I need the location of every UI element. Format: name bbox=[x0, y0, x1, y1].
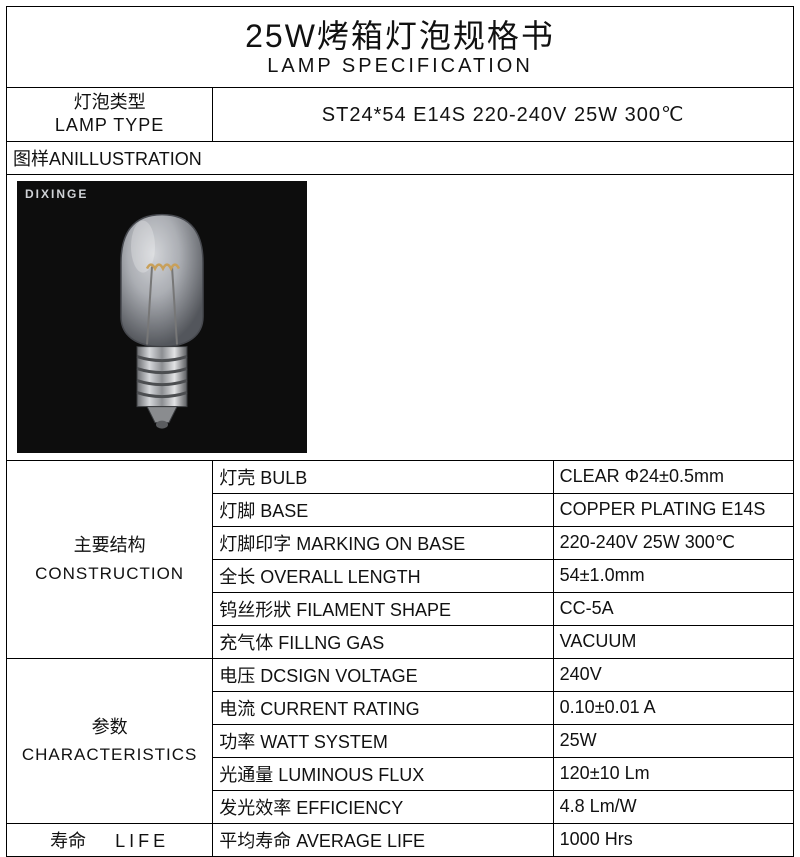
spec-val-base: COPPER PLATING E14S bbox=[553, 493, 793, 526]
spec-val-watt: 25W bbox=[553, 724, 793, 757]
spec-val-length: 54±1.0mm bbox=[553, 559, 793, 592]
spec-val-bulb: CLEAR Φ24±0.5mm bbox=[553, 460, 793, 493]
spec-sheet: 25W烤箱灯泡规格书 LAMP SPECIFICATION 灯泡类型 LAMP … bbox=[6, 6, 794, 857]
spec-key-efficiency: 发光效率 EFFICIENCY bbox=[213, 790, 553, 823]
spec-val-gas: VACUUM bbox=[553, 625, 793, 658]
product-photo: DIXINGE bbox=[17, 181, 307, 453]
characteristics-label-cn: 参数 bbox=[13, 713, 206, 742]
construction-label-en: CONSTRUCTION bbox=[13, 560, 206, 587]
lamp-type-label-en: LAMP TYPE bbox=[13, 114, 206, 137]
spec-key-flux: 光通量 LUMINOUS FLUX bbox=[213, 757, 553, 790]
spec-key-voltage: 电压 DCSIGN VOLTAGE bbox=[213, 658, 553, 691]
lamp-type-label-cn: 灯泡类型 bbox=[13, 91, 206, 114]
spec-val-life: 1000 Hrs bbox=[553, 823, 793, 856]
characteristics-label-en: CHARACTERISTICS bbox=[13, 741, 206, 768]
spec-val-marking: 220-240V 25W 300℃ bbox=[553, 526, 793, 559]
title-cell: 25W烤箱灯泡规格书 LAMP SPECIFICATION bbox=[7, 7, 794, 88]
spec-key-base: 灯脚 BASE bbox=[213, 493, 553, 526]
illustration-label: 图样ANILLUSTRATION bbox=[7, 141, 794, 174]
brand-label: DIXINGE bbox=[25, 187, 88, 201]
life-label-en: LIFE bbox=[115, 831, 169, 852]
spec-val-filament: CC-5A bbox=[553, 592, 793, 625]
lamp-type-label: 灯泡类型 LAMP TYPE bbox=[7, 87, 213, 141]
title-cn: 25W烤箱灯泡规格书 bbox=[13, 14, 787, 55]
spec-val-current: 0.10±0.01 A bbox=[553, 691, 793, 724]
illustration-cell: DIXINGE bbox=[7, 174, 794, 460]
spec-val-efficiency: 4.8 Lm/W bbox=[553, 790, 793, 823]
construction-label-cn: 主要结构 bbox=[13, 531, 206, 560]
spec-val-flux: 120±10 Lm bbox=[553, 757, 793, 790]
life-label-cn: 寿命 bbox=[50, 831, 86, 851]
spec-key-current: 电流 CURRENT RATING bbox=[213, 691, 553, 724]
spec-key-filament: 钨丝形狀 FILAMENT SHAPE bbox=[213, 592, 553, 625]
construction-label: 主要结构 CONSTRUCTION bbox=[7, 460, 213, 658]
spec-key-gas: 充气体 FILLNG GAS bbox=[213, 625, 553, 658]
lamp-type-value: ST24*54 E14S 220-240V 25W 300℃ bbox=[213, 87, 794, 141]
life-label: 寿命 LIFE bbox=[7, 823, 213, 856]
spec-val-voltage: 240V bbox=[553, 658, 793, 691]
title-en: LAMP SPECIFICATION bbox=[13, 55, 787, 82]
spec-key-watt: 功率 WATT SYSTEM bbox=[213, 724, 553, 757]
spec-key-marking: 灯脚印字 MARKING ON BASE bbox=[213, 526, 553, 559]
characteristics-label: 参数 CHARACTERISTICS bbox=[7, 658, 213, 823]
spec-key-length: 全长 OVERALL LENGTH bbox=[213, 559, 553, 592]
spec-key-life: 平均寿命 AVERAGE LIFE bbox=[213, 823, 553, 856]
lightbulb-icon bbox=[97, 207, 227, 437]
spec-key-bulb: 灯壳 BULB bbox=[213, 460, 553, 493]
